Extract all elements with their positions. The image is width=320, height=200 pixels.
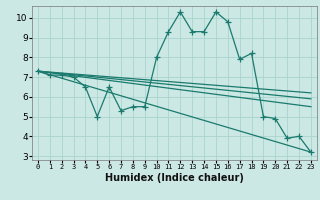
- X-axis label: Humidex (Indice chaleur): Humidex (Indice chaleur): [105, 173, 244, 183]
